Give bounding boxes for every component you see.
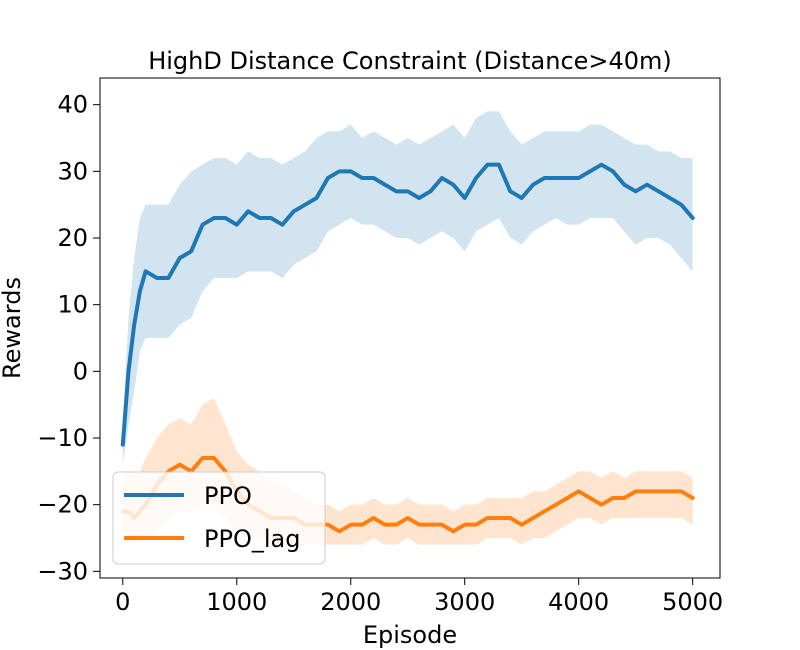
plot-frame [99, 77, 721, 579]
y-tick-label: 20 [57, 224, 88, 252]
x-tick-label: 0 [115, 588, 130, 616]
y-tick-label: −10 [37, 424, 88, 452]
band-ppo [122, 111, 693, 465]
y-axis-ticks: −30 −20 −10 0 10 20 30 40 [37, 91, 100, 585]
x-tick-label: 1000 [206, 588, 267, 616]
y-axis-label: Rewards [0, 277, 26, 379]
line-ppo [120, 162, 695, 447]
legend-label-ppo: PPO [204, 482, 252, 510]
x-axis-ticks: 0 1000 2000 3000 4000 5000 [115, 578, 723, 616]
legend: PPO PPO_lag [112, 471, 326, 565]
x-axis-label: Episode [363, 621, 457, 649]
y-tick-label: 40 [57, 91, 88, 119]
x-tick-label: 2000 [320, 588, 381, 616]
y-tick-label: 0 [73, 357, 88, 385]
x-tick-label: 4000 [548, 588, 609, 616]
legend-label-ppo-lag: PPO_lag [204, 525, 300, 553]
y-tick-label: −30 [37, 557, 88, 585]
y-tick-label: 30 [57, 157, 88, 185]
y-tick-label: −20 [37, 491, 88, 519]
x-tick-label: 5000 [662, 588, 723, 616]
line-ppo-lag [120, 456, 695, 534]
series-lines [120, 162, 695, 534]
x-tick-label: 3000 [434, 588, 495, 616]
y-tick-label: 10 [57, 291, 88, 319]
chart-title: HighD Distance Constraint (Distance>40m) [148, 47, 672, 75]
